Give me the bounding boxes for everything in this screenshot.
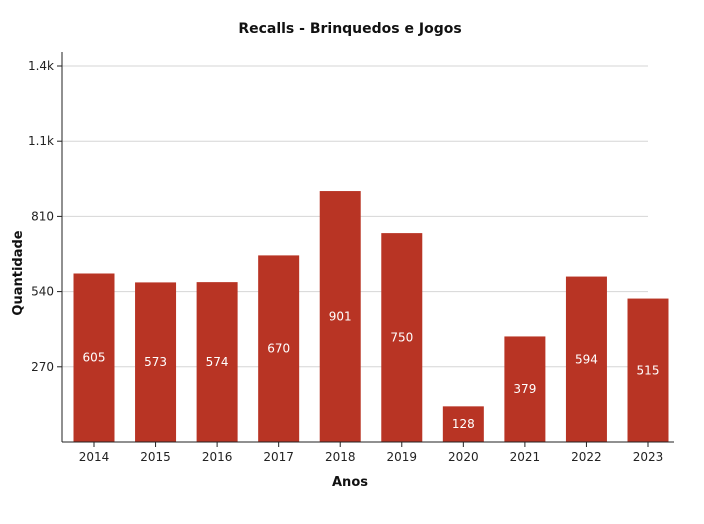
- y-tick-label: 1.4k: [28, 59, 54, 73]
- bar-value-label: 574: [206, 355, 229, 369]
- bar-2014: [73, 273, 115, 442]
- bar-2017: [258, 255, 300, 442]
- bar-2015: [135, 282, 177, 442]
- bar-2019: [381, 233, 423, 442]
- bars: 605 573 574 670 901 750 128 379 594 515: [73, 191, 669, 442]
- bar-2018: [319, 191, 361, 442]
- bar-2016: [196, 282, 238, 442]
- bar-value-label: 573: [144, 355, 167, 369]
- chart-title: Recalls - Brinquedos e Jogos: [238, 21, 461, 37]
- bar-value-label: 901: [329, 310, 352, 324]
- x-tick-label: 2023: [633, 450, 664, 464]
- x-tick-label: 2019: [387, 450, 418, 464]
- x-tick-label: 2014: [79, 450, 110, 464]
- x-axis-ticks: 2014 2015 2016 2017 2018 2019 2020 2021 2022 2023: [79, 442, 664, 464]
- x-tick-label: 2018: [325, 450, 356, 464]
- y-tick-label: 270: [31, 360, 54, 374]
- bar-value-label: 128: [452, 417, 475, 431]
- y-axis-ticks: 270 540 810 1.1k 1.4k: [28, 59, 62, 374]
- x-tick-label: 2017: [263, 450, 294, 464]
- x-tick-label: 2020: [448, 450, 479, 464]
- bar-value-label: 379: [513, 382, 536, 396]
- bar-value-label: 750: [390, 331, 413, 345]
- bar-value-label: 605: [83, 351, 106, 365]
- bar-value-label: 515: [637, 363, 660, 377]
- y-tick-label: 1.1k: [28, 134, 54, 148]
- y-tick-label: 540: [31, 285, 54, 299]
- bar-2021: [504, 336, 546, 442]
- x-tick-label: 2015: [140, 450, 171, 464]
- bar-2022: [565, 276, 607, 442]
- bar-2023: [627, 298, 669, 442]
- x-tick-label: 2022: [571, 450, 602, 464]
- x-tick-label: 2016: [202, 450, 233, 464]
- x-tick-label: 2021: [510, 450, 541, 464]
- y-tick-label: 810: [31, 209, 54, 223]
- bar-value-label: 670: [267, 342, 290, 356]
- bar-value-label: 594: [575, 352, 598, 366]
- bar-2020: [442, 406, 484, 442]
- y-axis-title: Quantidade: [11, 230, 26, 315]
- x-axis-title: Anos: [332, 475, 368, 490]
